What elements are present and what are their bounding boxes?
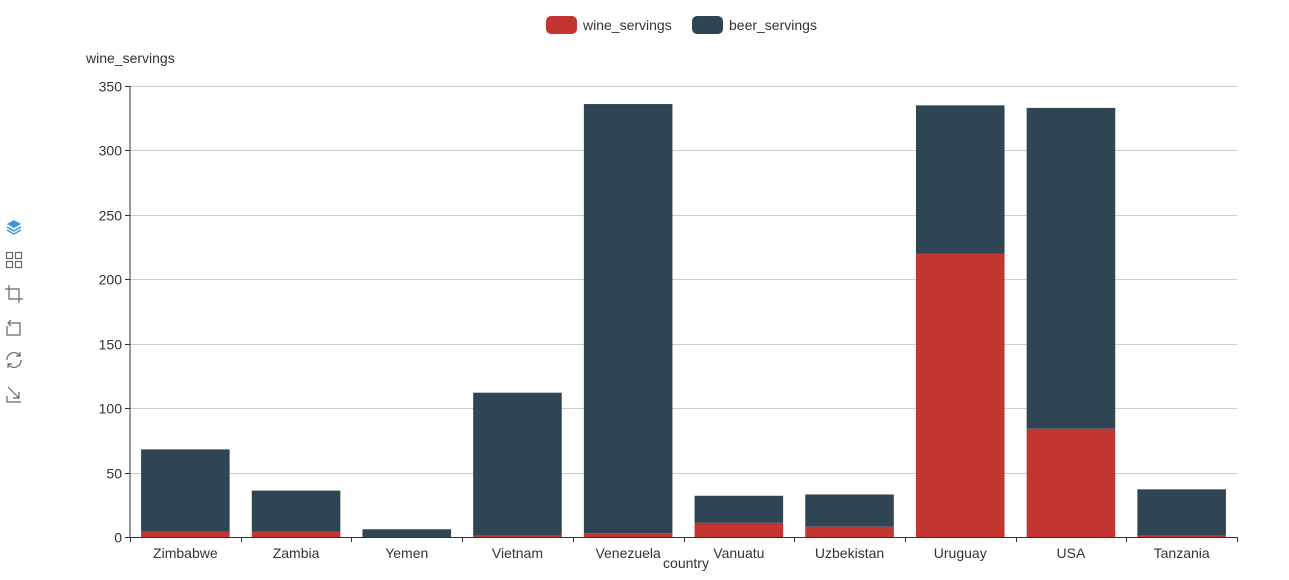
legend-swatch-beer_servings[interactable] — [692, 16, 723, 34]
bar-beer_servings-uruguay[interactable] — [915, 105, 1005, 254]
bar-wine_servings-venezuela[interactable] — [583, 533, 673, 537]
bar-wine_servings-uruguay[interactable] — [915, 253, 1005, 537]
stack-icon[interactable] — [4, 217, 24, 237]
x-axis: Zimbabwe Zambia Yemen Vietnam Venezuela Vanua… — [130, 537, 1238, 561]
bar-beer_servings-usa[interactable] — [1026, 107, 1116, 429]
x-tick-label: Zimbabwe — [153, 545, 218, 561]
download-icon[interactable] — [4, 384, 24, 404]
bars — [141, 104, 1226, 537]
legend-label-wine_servings[interactable]: wine_servings — [582, 17, 672, 33]
bar-beer_servings-vanuatu[interactable] — [694, 495, 784, 523]
tiled-icon[interactable] — [4, 250, 24, 270]
y-axis: 0 50 100 150 200 250 300 350 — [99, 79, 131, 546]
x-tick-label: Venezuela — [595, 545, 661, 561]
x-axis-title: country — [663, 555, 709, 571]
bar-beer_servings-venezuela[interactable] — [583, 104, 673, 534]
bar-wine_servings-vanuatu[interactable] — [694, 522, 784, 537]
bar-wine_servings-tanzania[interactable] — [1137, 535, 1226, 537]
bar-wine_servings-uzbekistan[interactable] — [805, 526, 894, 537]
x-tick-label: Yemen — [385, 545, 428, 561]
y-tick-label: 100 — [99, 401, 123, 417]
bar-beer_servings-vietnam[interactable] — [473, 392, 562, 536]
y-tick-label: 300 — [99, 143, 123, 159]
bar-wine_servings-zimbabwe[interactable] — [141, 531, 230, 537]
x-tick-label: Vanuatu — [713, 545, 764, 561]
y-axis-title: wine_servings — [85, 50, 175, 66]
y-tick-label: 0 — [114, 530, 122, 546]
undo-icon[interactable] — [4, 317, 24, 337]
y-tick-label: 350 — [99, 79, 123, 95]
x-tick-label: Zambia — [273, 545, 320, 561]
y-tick-label: 150 — [99, 337, 123, 353]
legend: wine_servings beer_servings — [546, 16, 817, 34]
bar-beer_servings-zimbabwe[interactable] — [141, 449, 230, 532]
x-tick-label: Uruguay — [934, 545, 987, 561]
y-tick-label: 250 — [99, 208, 123, 224]
x-tick-label: USA — [1057, 545, 1086, 561]
legend-label-beer_servings[interactable]: beer_servings — [729, 17, 817, 33]
bar-beer_servings-uzbekistan[interactable] — [805, 494, 894, 527]
bar-beer_servings-zambia[interactable] — [251, 490, 341, 532]
y-tick-label: 200 — [99, 272, 123, 288]
bar-beer_servings-tanzania[interactable] — [1137, 489, 1226, 536]
bar-beer_servings-yemen[interactable] — [362, 529, 452, 537]
x-tick-label: Vietnam — [492, 545, 543, 561]
crop-icon[interactable] — [4, 284, 24, 304]
refresh-icon[interactable] — [4, 350, 24, 370]
x-tick-label: Uzbekistan — [815, 545, 884, 561]
bar-wine_servings-vietnam[interactable] — [473, 535, 562, 537]
bar-wine_servings-usa[interactable] — [1026, 428, 1116, 537]
bar-wine_servings-zambia[interactable] — [251, 531, 341, 537]
y-tick-label: 50 — [106, 466, 122, 482]
x-tick-label: Tanzania — [1154, 545, 1210, 561]
legend-swatch-wine_servings[interactable] — [546, 16, 577, 34]
